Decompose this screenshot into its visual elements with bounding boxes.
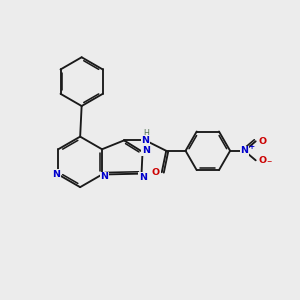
Text: N: N	[141, 136, 149, 145]
Text: N: N	[142, 146, 150, 155]
Text: ⁻: ⁻	[266, 159, 272, 169]
Text: +: +	[248, 144, 254, 150]
Text: N: N	[139, 173, 147, 182]
Text: N: N	[240, 146, 248, 155]
Text: H: H	[143, 129, 149, 138]
Text: N: N	[52, 170, 60, 179]
Text: O: O	[258, 137, 266, 146]
Text: N: N	[100, 172, 108, 182]
Text: O: O	[152, 168, 160, 177]
Text: O: O	[258, 156, 266, 165]
